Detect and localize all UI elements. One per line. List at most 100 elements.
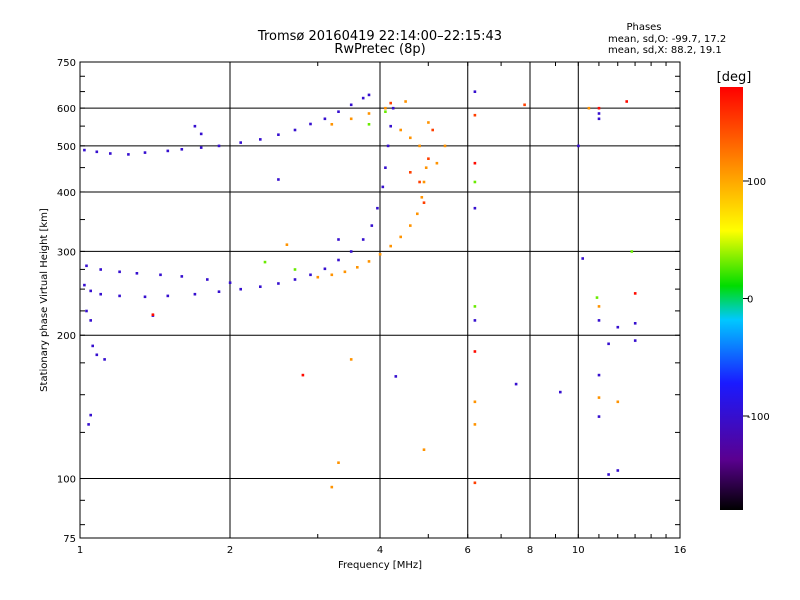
info-x: mean, sd,X: 88.2, 19.1 (608, 45, 722, 56)
data-point (424, 166, 428, 169)
x-tick-label: 2 (227, 545, 233, 556)
data-point (349, 103, 353, 107)
data-point (127, 153, 130, 156)
data-point (323, 267, 327, 271)
data-point (616, 400, 620, 404)
data-point (285, 243, 289, 246)
y-tick-label: 500 (57, 142, 76, 153)
colorbar-label: [deg] (717, 70, 752, 85)
data-point (277, 133, 280, 136)
data-point (263, 260, 267, 264)
data-point (597, 415, 601, 418)
data-point (151, 313, 155, 316)
data-point (418, 180, 421, 184)
y-tick-label: 100 (57, 475, 76, 486)
data-point (89, 413, 92, 417)
data-point (514, 382, 518, 386)
data-point (349, 117, 353, 121)
data-point (370, 224, 374, 227)
data-point (217, 144, 221, 148)
data-point (180, 275, 184, 278)
x-tick-labels: 1 2 4 6 8 10 16 (77, 545, 687, 556)
data-point (330, 485, 334, 489)
data-point (349, 358, 353, 361)
data-point (309, 122, 312, 126)
data-point (83, 148, 86, 152)
data-point (193, 292, 197, 296)
data-point (416, 212, 419, 216)
data-point (409, 224, 412, 227)
x-tick-label: 8 (527, 545, 533, 556)
data-point (118, 270, 121, 274)
data-point (143, 295, 147, 299)
data-point (597, 396, 601, 399)
data-point (109, 152, 112, 155)
y-axis-label: Stationary phase Virtual Height [km] (39, 208, 50, 392)
chart-title: Tromsø 20160419 22:14:00–22:15:43 (257, 29, 502, 44)
data-point (597, 319, 601, 322)
data-point (376, 206, 379, 210)
data-point (180, 148, 184, 151)
data-point (277, 282, 280, 285)
data-point (259, 285, 262, 288)
colorbar (720, 87, 743, 510)
data-point (399, 235, 402, 239)
data-point (193, 124, 197, 128)
data-point (386, 144, 390, 148)
colorbar-ticks: 100 0 -100 (743, 177, 770, 423)
data-point (367, 93, 371, 97)
data-point (143, 151, 147, 154)
data-point (473, 305, 477, 308)
chart-subtitle: RwPretec (8p) (334, 42, 425, 57)
data-point (87, 423, 90, 426)
data-point (85, 264, 88, 268)
info-heading: Phases (626, 22, 661, 33)
data-point (361, 238, 365, 241)
data-point (422, 180, 426, 184)
data-point (427, 157, 430, 160)
data-point (343, 270, 347, 274)
data-point (523, 103, 526, 107)
data-point (597, 106, 601, 110)
data-point (473, 350, 477, 353)
data-point (391, 106, 395, 110)
data-point (259, 138, 262, 141)
y-tick-label: 75 (63, 534, 76, 545)
data-point (597, 112, 601, 115)
data-point (389, 101, 392, 105)
colorbar-tick-label: -100 (747, 412, 770, 423)
data-point (473, 161, 477, 165)
data-point (404, 100, 407, 103)
data-point (595, 296, 599, 299)
data-point (95, 150, 99, 154)
y-tick-labels: 75 100 200 300 400 500 600 750 (57, 58, 76, 545)
data-point (394, 375, 398, 378)
data-point (577, 144, 580, 148)
data-point (99, 268, 102, 271)
data-points (83, 90, 637, 489)
data-point (293, 268, 297, 271)
data-point (166, 294, 170, 298)
data-point (83, 283, 86, 287)
data-point (293, 278, 297, 281)
colorbar-tick-label: 0 (747, 295, 753, 306)
data-point (633, 292, 637, 295)
data-point (473, 113, 477, 117)
data-point (166, 149, 170, 153)
data-point (473, 206, 477, 210)
x-tick-label: 16 (674, 545, 687, 556)
data-point (473, 90, 477, 93)
data-point (103, 358, 106, 361)
data-point (607, 473, 610, 476)
data-point (431, 128, 434, 132)
data-point (337, 258, 340, 262)
info-o: mean, sd,O: -99.7, 17.2 (608, 34, 726, 45)
data-point (384, 166, 387, 169)
data-point (277, 178, 280, 181)
data-point (381, 185, 385, 189)
data-point (199, 132, 203, 136)
y-tick-label: 600 (57, 104, 76, 115)
data-point (418, 144, 421, 148)
data-point (597, 117, 601, 121)
